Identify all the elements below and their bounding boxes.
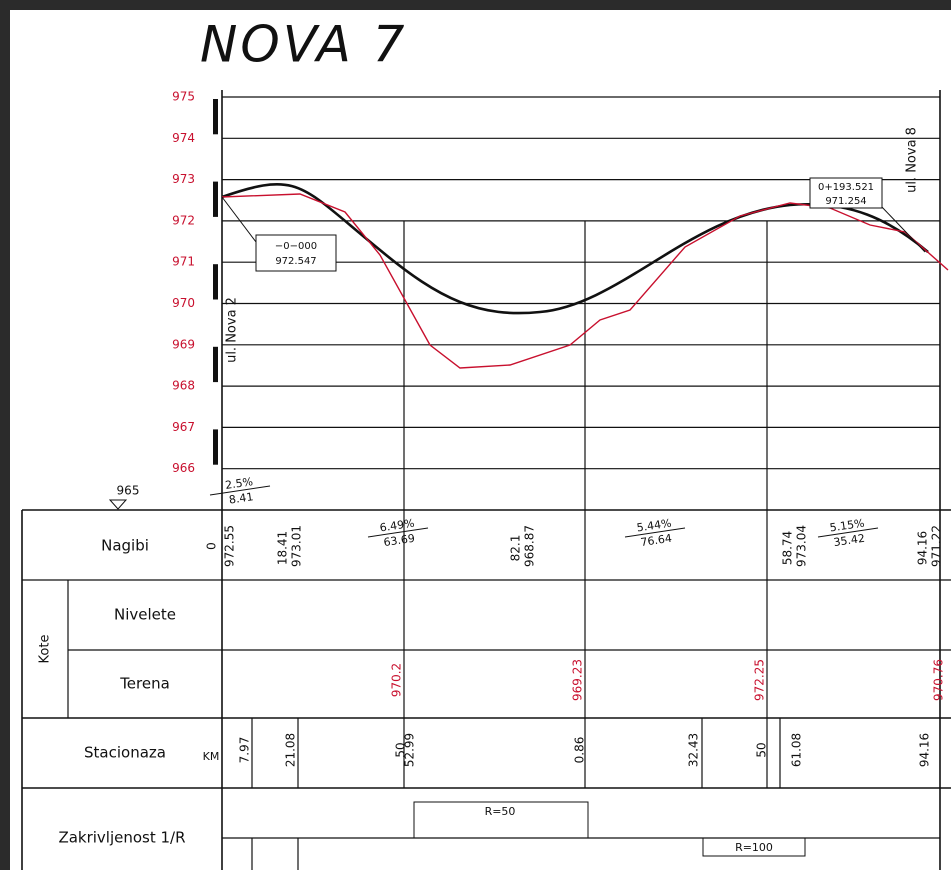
axis-tick [213, 264, 218, 300]
nagibi-station: 58.74 [781, 531, 795, 565]
curve-box [413, 801, 589, 839]
row-label: Nivelete [114, 606, 176, 624]
km-label: KM [203, 750, 220, 763]
station-value: 94.16 [918, 733, 932, 767]
nagibi-elevation: 973.01 [290, 525, 304, 567]
grid [21, 90, 951, 870]
nagibi-station: 0 [205, 542, 219, 550]
station-value: 32.43 [687, 733, 701, 767]
slope-grade: 5.15% [829, 517, 865, 535]
leader [221, 196, 257, 243]
slope-rule [624, 527, 686, 538]
datum-marker [108, 499, 128, 510]
nagibi-elevation: 973.04 [795, 525, 809, 567]
axis-tick [213, 99, 218, 135]
row-label: Nagibi [101, 537, 149, 555]
callout-station: −0−000 [275, 241, 317, 252]
elevation-label: 975 [172, 90, 195, 104]
elevation-label: 974 [172, 131, 195, 145]
nagibi-elevation: 968.87 [523, 525, 537, 567]
callout-box [255, 234, 337, 272]
slope-rule [209, 485, 271, 496]
station-value: 52.99 [403, 733, 417, 767]
slope-rule [367, 527, 429, 538]
elevation-label: 967 [172, 420, 195, 434]
axis-tick [213, 429, 218, 465]
elevation-label: 970 [172, 296, 195, 310]
station-value: 7.97 [238, 737, 252, 764]
nagibi-station: 82.1 [509, 535, 523, 562]
elevation-label: 966 [172, 461, 195, 475]
station-value: 50 [755, 742, 769, 757]
slope-grade: 5.44% [636, 517, 672, 535]
nagibi-station: 18.41 [276, 531, 290, 565]
radius-label: R=100 [735, 841, 773, 854]
row-label: Stacionaza [84, 744, 166, 762]
datum-label: 965 [117, 484, 140, 498]
elevation-label: 972 [172, 213, 195, 227]
callout-elevation: 972.547 [275, 256, 316, 267]
callout-box [809, 177, 883, 209]
slope-rule [817, 527, 879, 538]
nagibi-elevation: 972.55 [223, 525, 237, 567]
station-value: 50 [394, 742, 408, 757]
callout-elevation: 971.254 [825, 196, 866, 207]
axis-tick [213, 346, 218, 383]
station-value: 61.08 [790, 733, 804, 767]
sheet [10, 10, 951, 870]
elevation-label: 969 [172, 337, 195, 351]
slope-grade: 6.49% [379, 517, 415, 535]
radius-label: R=50 [485, 805, 516, 818]
leader [879, 204, 926, 253]
row-label: Terena [119, 675, 170, 693]
nagibi-station: 94.16 [916, 531, 930, 565]
row-label: Zakrivljenost 1/R [58, 829, 185, 847]
slope-length: 63.69 [383, 532, 416, 549]
elevation-label: 968 [172, 379, 195, 393]
slope-length: 76.64 [640, 532, 673, 549]
slope-length: 8.41 [228, 490, 254, 506]
title: NOVA 7 [200, 16, 407, 74]
elevation-label: 973 [172, 172, 195, 186]
station-value: 21.08 [284, 733, 298, 767]
row-label: Kote [38, 635, 53, 664]
terrain-line [221, 193, 949, 369]
callout-station: 0+193.521 [818, 182, 874, 193]
terrain-elevation: 970.2 [390, 663, 404, 697]
terrain-elevation: 969.23 [571, 659, 585, 701]
station-value: 0.86 [573, 737, 587, 764]
nagibi-elevation: 971.22 [930, 525, 944, 567]
terrain-elevation: 970.76 [932, 659, 946, 701]
street-label: ul. Nova 8 [905, 127, 920, 193]
elevation-label: 971 [172, 255, 195, 269]
curve-box [702, 837, 806, 857]
street-label: ul. Nova 2 [225, 297, 240, 363]
terrain-elevation: 972.25 [753, 659, 767, 701]
slope-length: 35.42 [833, 532, 866, 549]
axis-tick [213, 181, 218, 217]
slope-grade: 2.5% [224, 475, 253, 492]
